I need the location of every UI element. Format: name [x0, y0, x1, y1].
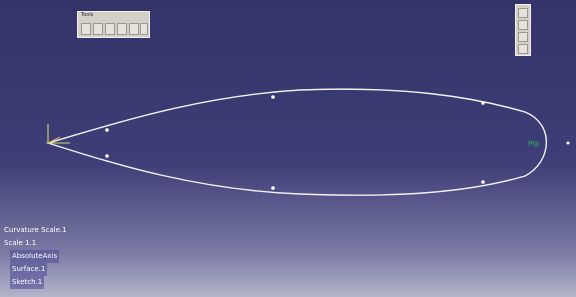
tool-button[interactable] — [129, 23, 139, 35]
tool-button[interactable] — [81, 23, 91, 35]
tool-button[interactable] — [518, 44, 528, 54]
geometry-canvas: Ptp — [0, 0, 576, 297]
control-point[interactable] — [271, 186, 275, 190]
toolbar: Tools — [77, 11, 150, 38]
3d-viewport: Ptp Tools Curvature Scale.1 Scale 1.1 Ab… — [0, 0, 576, 297]
tree-item[interactable]: AbsoluteAxis — [10, 250, 59, 263]
control-point[interactable] — [105, 154, 109, 158]
control-point[interactable] — [105, 128, 109, 132]
control-point[interactable] — [271, 95, 275, 99]
tree-item[interactable]: Scale 1.1 — [4, 237, 67, 250]
tree-item[interactable]: Sketch.1 — [10, 276, 44, 289]
control-point[interactable] — [567, 142, 570, 145]
point-tag: Ptp — [528, 140, 540, 148]
tool-button[interactable] — [518, 32, 528, 42]
tool-button[interactable] — [117, 23, 127, 35]
tree-item[interactable]: Curvature Scale.1 — [4, 224, 67, 237]
control-point[interactable] — [481, 101, 485, 105]
control-point[interactable] — [481, 180, 485, 184]
tool-button[interactable] — [518, 8, 528, 18]
tree-item[interactable]: Surface.1 — [10, 263, 47, 276]
vertical-toolbar — [515, 4, 531, 56]
tool-button[interactable] — [518, 20, 528, 30]
toolbar-title: Tools — [81, 12, 93, 18]
tool-button[interactable] — [140, 23, 148, 35]
tool-button[interactable] — [93, 23, 103, 35]
specification-tree: Curvature Scale.1 Scale 1.1 AbsoluteAxis… — [4, 224, 67, 289]
control-points — [105, 95, 569, 190]
airfoil-profile — [48, 89, 546, 195]
tool-button[interactable] — [105, 23, 115, 35]
